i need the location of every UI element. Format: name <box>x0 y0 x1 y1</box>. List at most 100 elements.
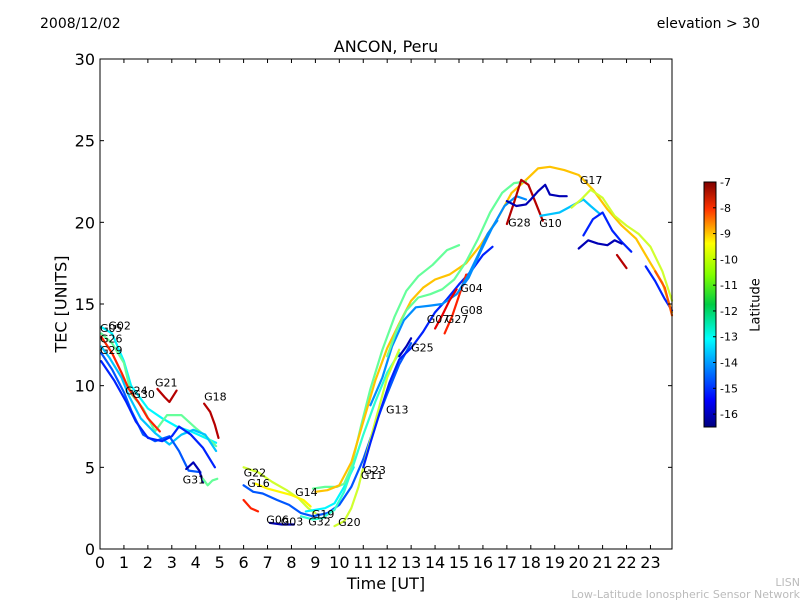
series-G24 <box>100 351 202 474</box>
x-tick-label: 21 <box>592 553 612 572</box>
chart-title: ANCON, Peru <box>333 37 439 56</box>
series-G32 <box>299 351 401 521</box>
series-G31 <box>185 461 204 484</box>
satellite-label: G28 <box>508 216 531 229</box>
series-G10b <box>539 198 602 217</box>
x-tick-label: 8 <box>286 553 296 572</box>
series-G01 <box>615 253 628 270</box>
x-tick-label: 6 <box>239 553 249 572</box>
x-tick-label: 18 <box>521 553 541 572</box>
elevation-note: elevation > 30 <box>656 16 760 32</box>
x-tick-label: 23 <box>640 553 660 572</box>
date-label: 2008/12/02 <box>40 16 121 32</box>
satellite-label: G13 <box>386 403 409 416</box>
y-tick-label: 30 <box>75 50 95 69</box>
colorbar-tick-label: -10 <box>720 253 738 266</box>
satellite-label: G02 <box>108 319 131 332</box>
colorbar-tick-label: -15 <box>720 382 738 395</box>
x-tick-label: 19 <box>545 553 565 572</box>
colorbar-tick-label: -9 <box>720 228 731 241</box>
satellite-label: G30 <box>132 388 155 401</box>
series-G14 <box>254 482 312 508</box>
y-tick-label: 5 <box>85 458 95 477</box>
x-tick-label: 4 <box>191 553 201 572</box>
satellite-label: G04 <box>460 282 483 295</box>
colorbar-tick-label: -14 <box>720 357 738 370</box>
series-G13 <box>362 245 494 469</box>
satellite-label: G29 <box>100 344 123 357</box>
series-G02 <box>100 325 218 444</box>
satellite-label: G08 <box>460 304 483 317</box>
x-tick-label: 13 <box>401 553 421 572</box>
series-G15 <box>577 239 623 250</box>
x-tick-label: 2 <box>143 553 153 572</box>
axes-layer: 0 1 2 3 4 5 6 7 8 9 10 11 12 13 14 15 16 17 18 19 20 21 22 2305… <box>75 50 673 572</box>
satellite-label: G25 <box>411 341 434 354</box>
x-tick-label: 15 <box>449 553 469 572</box>
satellite-label: G19 <box>312 508 335 521</box>
satellite-label: G16 <box>247 477 270 490</box>
y-tick-label: 0 <box>85 540 95 559</box>
annotation-layer: G02G05G26G29G24G30G21G18G31G22G16G14G06G… <box>100 174 602 529</box>
series-G20 <box>333 348 401 528</box>
x-tick-label: 9 <box>310 553 320 572</box>
series-G06 <box>242 498 260 513</box>
series-G19 <box>304 466 355 513</box>
series-G07 <box>434 288 458 330</box>
satellite-label: G26 <box>100 332 123 345</box>
colorbar-tick-label: -16 <box>720 408 738 421</box>
colorbar: -7 -8 -9 -10 -11 -12 -13 -14 -15 -16 <box>703 176 738 428</box>
series-G03 <box>268 521 295 526</box>
series-G28 <box>505 178 544 226</box>
series-G12 <box>582 211 633 253</box>
series-G30 <box>100 360 216 469</box>
satellite-label: G07 <box>427 313 450 326</box>
x-tick-label: 20 <box>568 553 588 572</box>
satellite-label: G32 <box>308 515 331 528</box>
x-axis-label: Time [UT] <box>346 574 426 593</box>
colorbar-gradient <box>703 181 717 428</box>
satellite-label: G27 <box>446 313 469 326</box>
colorbar-tick-label: -11 <box>720 279 738 292</box>
satellite-label: G17 <box>580 174 603 187</box>
series-G30b <box>654 270 674 317</box>
credit-line1: LISN <box>775 576 800 589</box>
satellite-label: G22 <box>244 466 267 479</box>
y-tick-label: 15 <box>75 295 95 314</box>
y-tick-label: 20 <box>75 213 95 232</box>
x-tick-label: 3 <box>167 553 177 572</box>
satellite-label: G03 <box>281 515 304 528</box>
series-G29 <box>100 345 218 453</box>
x-tick-label: 5 <box>215 553 225 572</box>
x-tick-label: 12 <box>377 553 397 572</box>
satellite-label: G20 <box>338 516 361 529</box>
series-G04 <box>457 219 499 292</box>
colorbar-tick-label: -8 <box>720 202 731 215</box>
satellite-label: G14 <box>295 486 318 499</box>
satellite-label: G11 <box>361 469 384 482</box>
satellite-label: G05 <box>100 322 123 335</box>
series-G21 <box>156 387 178 404</box>
x-tick-label: 0 <box>95 553 105 572</box>
x-tick-label: 7 <box>262 553 272 572</box>
x-tick-label: 10 <box>329 553 349 572</box>
satellite-label: G24 <box>125 385 148 398</box>
series-G18 <box>203 402 220 439</box>
x-tick-label: 14 <box>425 553 445 572</box>
satellite-label: G31 <box>183 474 206 487</box>
x-tick-label: 11 <box>353 553 373 572</box>
series-G10 <box>505 183 568 208</box>
satellite-label: G18 <box>204 390 227 403</box>
colorbar-tick-label: -12 <box>720 305 738 318</box>
colorbar-tick-label: -7 <box>720 176 731 189</box>
series-layer <box>100 165 674 528</box>
x-tick-label: 17 <box>497 553 517 572</box>
x-tick-label: 1 <box>119 553 129 572</box>
credit-line2: Low-Latitude Ionospheric Sensor Network <box>571 588 800 601</box>
colorbar-tick-label: -13 <box>720 331 738 344</box>
series-G25 <box>398 337 413 358</box>
y-tick-label: 10 <box>75 377 95 396</box>
satellite-label: G21 <box>155 377 178 390</box>
x-tick-label: 16 <box>473 553 493 572</box>
series-G31b <box>201 477 219 487</box>
